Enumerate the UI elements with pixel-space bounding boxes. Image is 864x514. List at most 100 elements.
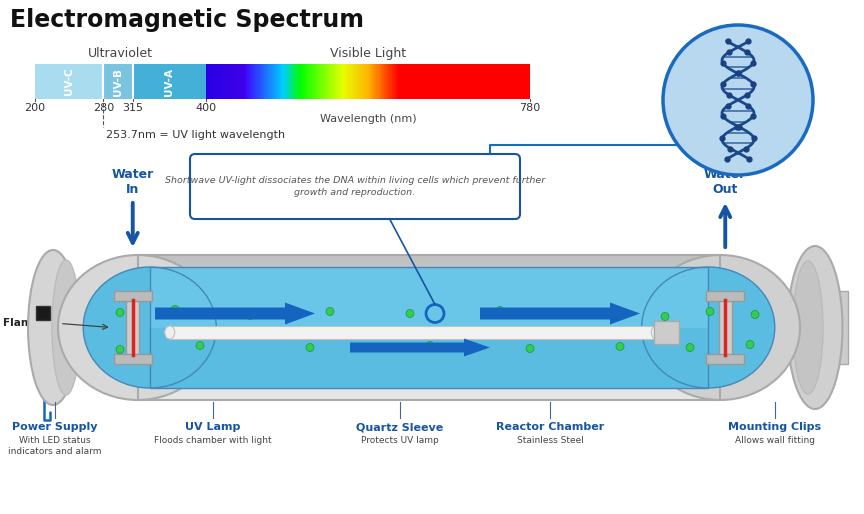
Text: Flange Options: Flange Options [3,319,92,328]
Bar [452,64,454,99]
Bar [362,64,364,99]
Bar [706,291,744,301]
Bar [114,291,152,301]
Bar [493,64,494,99]
Bar [284,64,286,99]
Bar [252,64,253,99]
Bar [250,64,251,99]
Bar [236,64,237,99]
Bar [329,64,330,99]
Bar [344,64,345,99]
Bar [35,64,104,99]
Bar [492,64,493,99]
Ellipse shape [28,250,78,405]
Bar [137,349,721,357]
Circle shape [561,310,569,319]
Bar [137,291,721,299]
Bar [435,64,436,99]
Bar [316,64,317,99]
Bar [406,64,407,99]
Bar [477,64,478,99]
Bar [313,64,314,99]
Bar [454,64,455,99]
Bar [277,64,278,99]
Bar [286,64,287,99]
Bar [335,64,336,99]
Bar [358,64,359,99]
Bar [343,64,344,99]
Bar [218,64,219,99]
Bar [149,267,708,388]
Bar [719,300,732,355]
Bar [372,64,373,99]
Text: UV-A: UV-A [164,67,175,96]
Text: 400: 400 [195,103,216,113]
Bar [126,300,139,355]
Bar [222,64,223,99]
Text: Water
Out: Water Out [704,168,746,196]
Bar [206,64,208,99]
Bar [417,64,419,99]
Bar [403,64,404,99]
Bar [288,64,289,99]
Circle shape [306,343,314,352]
Bar [445,64,446,99]
Bar [297,64,299,99]
Bar [241,64,243,99]
Bar [228,64,230,99]
Bar [265,64,266,99]
Bar [495,64,497,99]
Bar [396,64,397,99]
Bar [314,64,316,99]
Bar [303,64,304,99]
Text: 780: 780 [519,103,541,113]
Bar [270,64,271,99]
Bar [306,64,308,99]
Bar [235,64,236,99]
Bar [346,64,347,99]
Bar [248,64,249,99]
Bar [706,354,744,364]
Bar [428,64,429,99]
Circle shape [171,305,179,314]
Bar [654,321,679,344]
Bar [276,64,277,99]
Bar [137,356,721,364]
Bar [501,64,502,99]
Bar [378,64,380,99]
Bar [214,64,215,99]
Bar [271,64,273,99]
Bar [275,64,276,99]
Bar [280,64,282,99]
Bar [430,64,432,99]
Bar [450,64,451,99]
Text: Allows wall fitting: Allows wall fitting [735,436,815,445]
Bar [264,64,265,99]
Bar [389,64,390,99]
Bar [332,64,334,99]
Bar [326,64,327,99]
Bar [397,64,398,99]
Bar [394,64,395,99]
Bar [137,262,721,269]
Bar [365,64,366,99]
Bar [137,363,721,371]
Text: Ultraviolet: Ultraviolet [88,47,153,60]
Ellipse shape [165,326,175,339]
Bar [443,64,445,99]
Text: 280: 280 [92,103,114,113]
Bar [149,267,708,327]
Bar [321,64,322,99]
Bar [482,64,484,99]
Bar [299,64,300,99]
Circle shape [426,341,434,350]
Circle shape [246,311,254,320]
Polygon shape [350,339,490,357]
Bar [529,64,530,99]
Text: 253.7nm = UV light wavelength: 253.7nm = UV light wavelength [106,130,285,140]
Bar [528,64,529,99]
Bar [476,64,477,99]
Bar [415,64,416,99]
Bar [505,64,506,99]
Bar [300,64,301,99]
